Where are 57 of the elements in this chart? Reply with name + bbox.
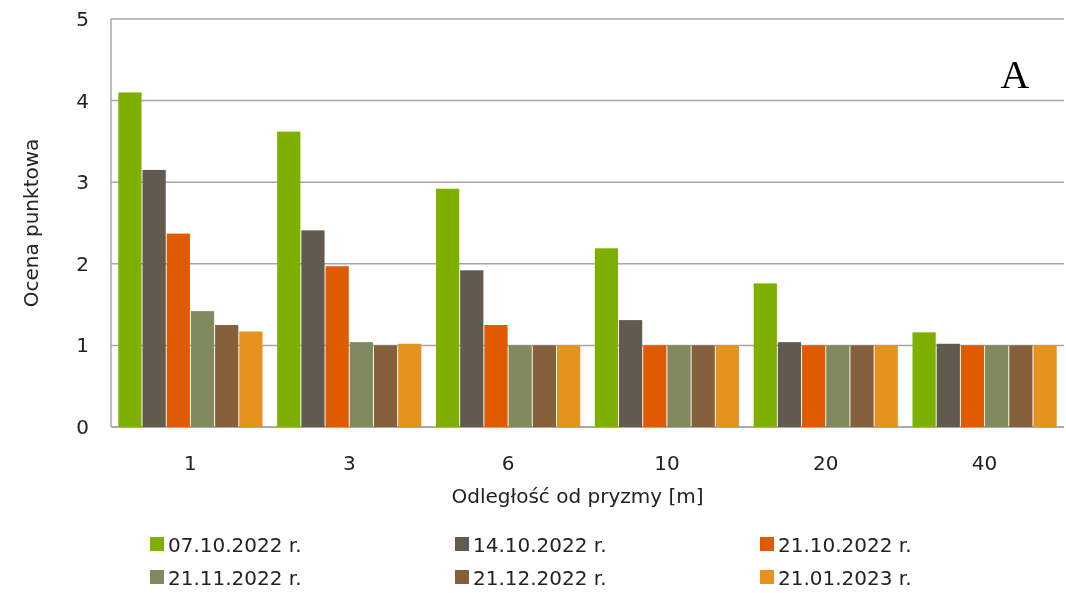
bar: [142, 169, 166, 427]
bar: [691, 345, 715, 427]
y-tick-label: 3: [76, 170, 89, 195]
annotation: A: [1000, 52, 1030, 97]
bar: [1009, 345, 1033, 427]
bar: [753, 283, 777, 427]
x-tick-label: 1: [184, 451, 197, 475]
x-tick-label: 10: [654, 451, 680, 475]
y-tick-label: 5: [76, 7, 89, 31]
bar: [349, 342, 373, 427]
bar: [715, 345, 740, 427]
y-tick-label: 2: [76, 251, 89, 276]
legend-label: 21.10.2022 r.: [778, 533, 912, 557]
x-tick-label: 20: [813, 451, 839, 475]
bar: [460, 270, 484, 427]
bar: [166, 233, 190, 427]
bar: [373, 345, 398, 427]
bar: [215, 325, 239, 427]
bar: [826, 345, 850, 427]
bar: [532, 345, 556, 427]
bar: [508, 345, 532, 427]
bar: [301, 230, 325, 427]
legend-label: 21.12.2022 r.: [473, 566, 607, 590]
bar: [190, 311, 215, 427]
legend-label: 21.01.2023 r.: [778, 566, 912, 590]
y-tick-label: 1: [76, 333, 89, 358]
bar: [936, 343, 960, 427]
bar: [643, 345, 667, 427]
bar: [1033, 345, 1057, 427]
bar: [777, 342, 802, 427]
bar: [985, 345, 1009, 427]
bar: [398, 343, 422, 427]
y-tick-label: 4: [76, 88, 89, 113]
bar: [556, 345, 581, 427]
bar: [325, 266, 349, 427]
bar: [667, 345, 691, 427]
bar: [435, 188, 460, 427]
bar: [619, 320, 643, 427]
x-tick-label: 40: [971, 451, 998, 475]
legend-label: 07.10.2022 r.: [168, 533, 302, 557]
bar: [484, 325, 508, 427]
bar: [960, 345, 985, 427]
bar: [277, 131, 301, 427]
y-tick-label: 0: [76, 415, 89, 439]
x-axis-title: Odległość od pryzmy [m]: [451, 484, 704, 508]
bar: [802, 345, 826, 427]
bar: [912, 332, 936, 427]
bar: [850, 345, 874, 427]
legend-label: 21.11.2022 r.: [168, 566, 302, 590]
y-axis-title: Ocena punktowa: [19, 138, 43, 308]
bar: [874, 345, 898, 427]
x-tick-label: 6: [501, 451, 515, 475]
bar: [594, 248, 619, 427]
bar: [239, 331, 263, 427]
legend-label: 14.10.2022 r.: [473, 533, 607, 557]
x-tick-label: 3: [342, 451, 356, 475]
bar: [118, 92, 142, 427]
